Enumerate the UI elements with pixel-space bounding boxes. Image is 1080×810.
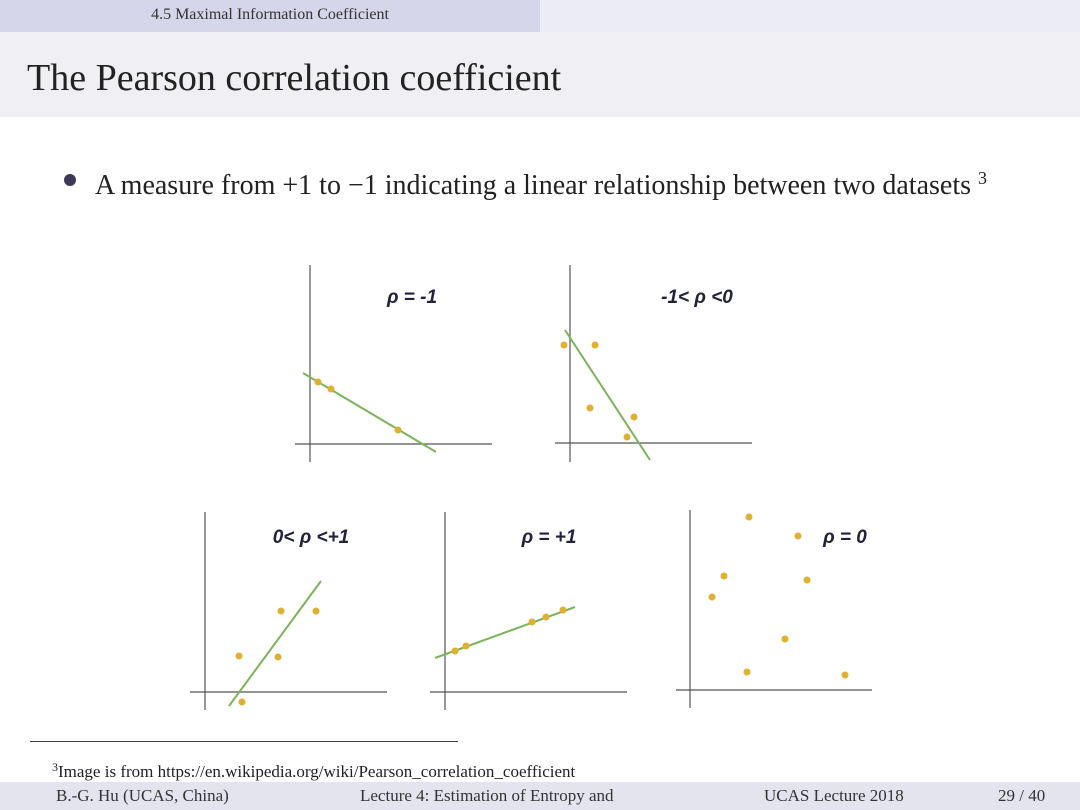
footer: B.-G. Hu (UCAS, China) Lecture 4: Estima… bbox=[0, 782, 1080, 810]
point bbox=[462, 642, 470, 650]
fit-line bbox=[434, 606, 576, 659]
point bbox=[528, 618, 536, 626]
point bbox=[630, 413, 638, 421]
panel: ρ = -1 bbox=[295, 265, 492, 462]
point bbox=[623, 433, 631, 441]
point bbox=[781, 635, 789, 643]
footer-lecture: Lecture 4: Estimation of Entropy and bbox=[360, 786, 614, 805]
point bbox=[560, 341, 568, 349]
bullet-marker bbox=[64, 174, 76, 186]
point bbox=[274, 653, 282, 661]
footnote-text: Image is from https://en.wikipedia.org/w… bbox=[58, 762, 576, 781]
point bbox=[394, 426, 402, 434]
slide-title: The Pearson correlation coefficient bbox=[27, 57, 562, 99]
point bbox=[708, 593, 716, 601]
panel: 0< ρ <+1 bbox=[190, 512, 387, 710]
point bbox=[586, 404, 594, 412]
point bbox=[720, 572, 728, 580]
footer-author: B.-G. Hu (UCAS, China) bbox=[56, 786, 229, 805]
point bbox=[803, 576, 811, 584]
fit-line bbox=[302, 372, 437, 453]
bullet-item: A measure from +1 to −1 indicating a lin… bbox=[95, 158, 1055, 206]
point bbox=[559, 606, 567, 614]
point bbox=[743, 668, 751, 676]
title-bar bbox=[0, 32, 1080, 117]
point bbox=[312, 607, 320, 615]
footnote: 3Image is from https://en.wikipedia.org/… bbox=[52, 756, 575, 783]
fit-line bbox=[228, 580, 322, 707]
point bbox=[542, 613, 550, 621]
point bbox=[235, 652, 243, 660]
header-bar bbox=[0, 0, 540, 32]
point bbox=[591, 341, 599, 349]
point bbox=[794, 532, 802, 540]
footnote-rule bbox=[30, 741, 458, 742]
panel-label: ρ = 0 bbox=[822, 527, 867, 548]
panel-label: ρ = +1 bbox=[521, 527, 577, 548]
footnote-mark: 3 bbox=[52, 760, 58, 774]
point bbox=[238, 698, 246, 706]
panel-label: -1< ρ <0 bbox=[661, 287, 733, 308]
footer-page: 29 / 40 bbox=[998, 786, 1046, 805]
fit-line bbox=[564, 329, 651, 461]
panel: -1< ρ <0 bbox=[555, 265, 752, 462]
bullet-text: A measure from +1 to −1 indicating a lin… bbox=[95, 170, 971, 201]
panel: ρ = 0 bbox=[676, 510, 872, 708]
panel-label: ρ = -1 bbox=[386, 287, 437, 308]
point bbox=[841, 671, 849, 679]
footnote-mark: 3 bbox=[978, 168, 987, 188]
point bbox=[745, 513, 753, 521]
header-bar bbox=[540, 0, 1080, 32]
point bbox=[327, 385, 335, 393]
panel-label: 0< ρ <+1 bbox=[273, 527, 349, 548]
section-title[interactable]: 4.5 Maximal Information Coefficient bbox=[151, 6, 389, 23]
point bbox=[451, 647, 459, 655]
point bbox=[314, 378, 322, 386]
panel: ρ = +1 bbox=[430, 512, 627, 710]
footer-venue: UCAS Lecture 2018 bbox=[764, 786, 904, 805]
point bbox=[277, 607, 285, 615]
